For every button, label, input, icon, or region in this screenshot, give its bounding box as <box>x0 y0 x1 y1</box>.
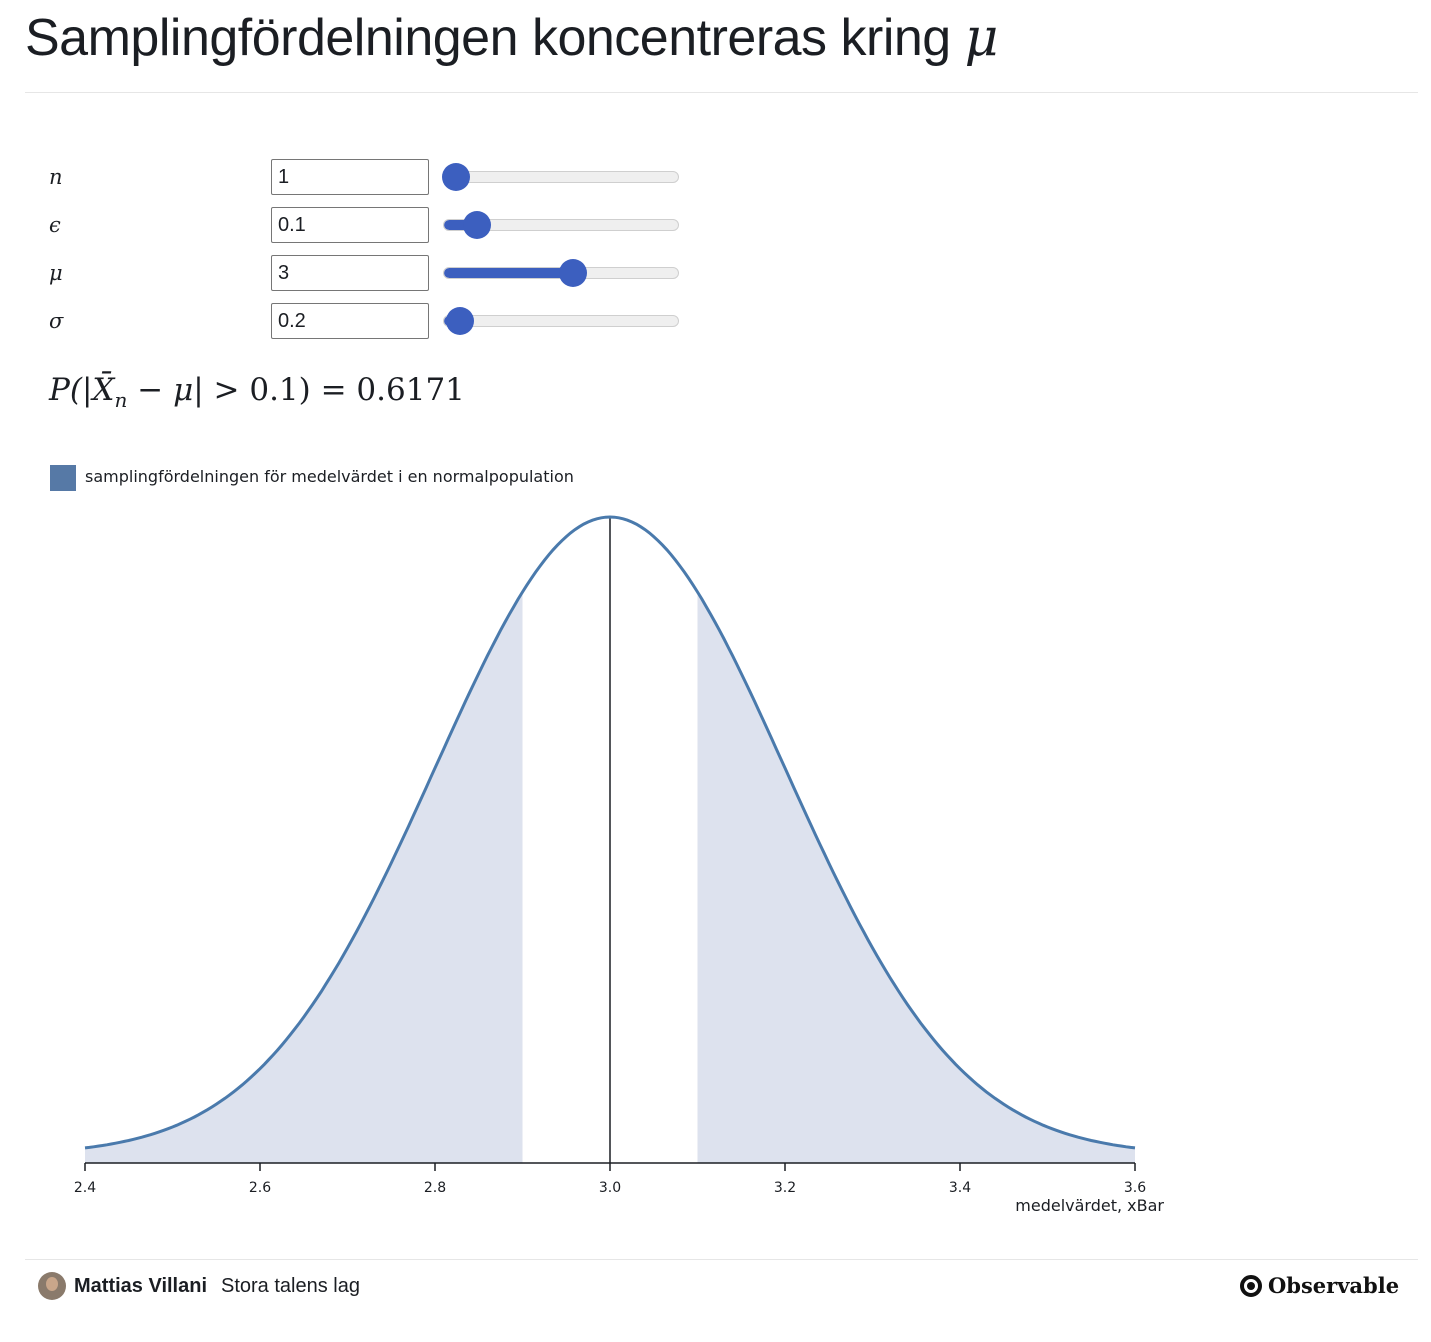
n-input[interactable] <box>271 159 429 195</box>
footer: Mattias Villani Stora talens lag Observa… <box>38 1272 1408 1302</box>
x-tick-label: 3.4 <box>949 1180 971 1196</box>
upper-tail-area <box>697 592 1135 1163</box>
title-symbol: μ <box>964 8 999 68</box>
epsilon-slider[interactable] <box>443 219 679 231</box>
brand-name: Observable <box>1268 1273 1400 1298</box>
control-label: σ <box>49 309 64 333</box>
formula-suffix: | > 0.1) = 0.6171 <box>193 372 465 408</box>
mu-slider-thumb[interactable] <box>558 259 587 287</box>
x-tick-label: 3.0 <box>599 1180 621 1196</box>
epsilon-input[interactable] <box>271 207 429 243</box>
x-axis-ticks: 2.4 2.6 2.8 3.0 3.2 3.4 3.6 <box>74 1163 1146 1196</box>
epsilon-slider-thumb[interactable] <box>463 211 491 239</box>
control-epsilon: ϵ <box>49 207 689 243</box>
x-tick-label: 3.2 <box>774 1180 796 1196</box>
formula-subscript: n <box>114 388 128 413</box>
density-chart: 2.4 2.6 2.8 3.0 3.2 3.4 3.6 medelvärdet, xBar <box>74 515 1164 1215</box>
x-tick-label: 2.4 <box>74 1180 96 1196</box>
density-curve <box>84 515 1136 1150</box>
slider-fill <box>444 220 478 230</box>
x-tick-label: 2.6 <box>249 1180 271 1196</box>
page-title: Samplingfördelningen koncentreras kring … <box>25 8 998 68</box>
author-link[interactable]: Mattias Villani <box>74 1275 208 1297</box>
header-divider <box>25 92 1418 93</box>
slider-fill <box>444 268 574 278</box>
n-slider-thumb[interactable] <box>442 163 470 191</box>
legend-swatch <box>50 465 76 491</box>
probability-formula: P(|X̄n − μ| > 0.1) = 0.6171 <box>49 372 465 412</box>
notebook-title-link[interactable]: Stora talens lag <box>221 1275 360 1297</box>
x-axis-label: medelvärdet, xBar <box>1015 1196 1164 1215</box>
formula-mu: μ <box>173 372 194 408</box>
control-label: n <box>49 165 63 189</box>
sigma-slider[interactable] <box>443 315 679 327</box>
control-n: n <box>49 159 689 195</box>
legend-label: samplingfördelningen för medelvärdet i e… <box>85 467 574 486</box>
control-label: μ <box>49 261 63 285</box>
sigma-input[interactable] <box>271 303 429 339</box>
observable-icon <box>1240 1275 1262 1297</box>
formula-minus: − <box>127 372 174 408</box>
lower-tail-area <box>85 592 523 1163</box>
mu-input[interactable] <box>271 255 429 291</box>
n-slider[interactable] <box>443 171 679 183</box>
control-mu: μ <box>49 255 689 291</box>
control-sigma: σ <box>49 303 689 339</box>
observable-logo[interactable]: Observable <box>1240 1273 1400 1301</box>
x-tick-label: 3.6 <box>1124 1180 1146 1196</box>
sigma-slider-thumb[interactable] <box>446 307 475 335</box>
title-text: Samplingfördelningen koncentreras kring <box>25 9 951 67</box>
footer-divider <box>25 1259 1418 1260</box>
avatar[interactable] <box>38 1272 66 1300</box>
formula-xbar: X̄ <box>92 372 115 408</box>
formula-prefix: P(| <box>49 372 93 408</box>
control-label: ϵ <box>49 213 61 237</box>
x-tick-label: 2.8 <box>424 1180 446 1196</box>
